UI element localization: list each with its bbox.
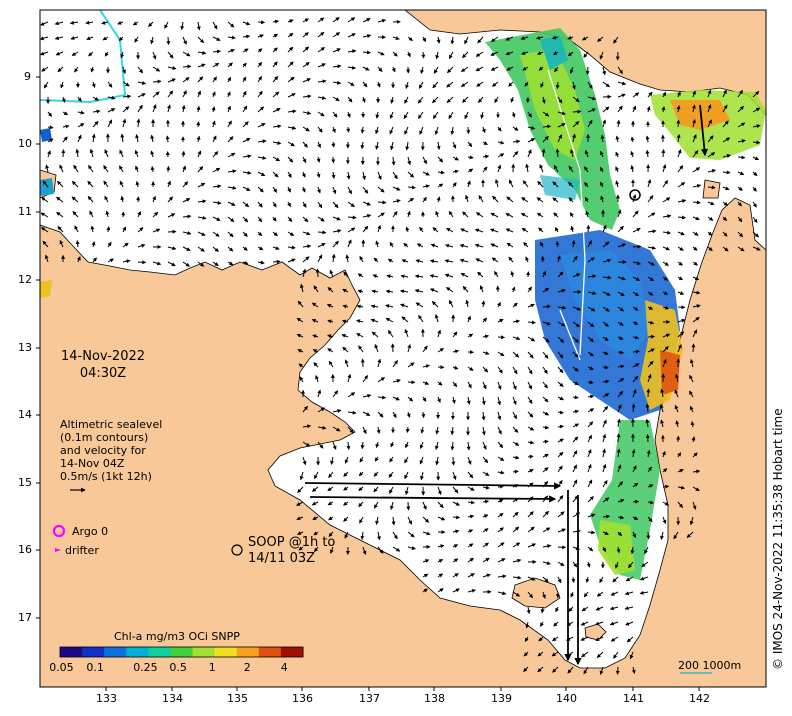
colorbar-title: Chl-a mg/m3 OCi SNPP bbox=[114, 630, 240, 643]
colorbar-segment bbox=[280, 647, 304, 657]
argo-label: Argo 0 bbox=[72, 525, 109, 538]
credit-text: © IMOS 24-Nov-2022 11:35:38 Hobart time bbox=[771, 408, 785, 670]
soop-legend-icon bbox=[231, 544, 243, 556]
x-tick-label: 140 bbox=[556, 692, 577, 705]
y-tick-label: 12 bbox=[18, 273, 32, 286]
colorbar-segment bbox=[82, 647, 105, 657]
legend-line-3: and velocity for bbox=[60, 444, 146, 457]
groote-island bbox=[511, 577, 561, 609]
colorbar-segment bbox=[236, 647, 260, 657]
date-day: 14-Nov-2022 bbox=[60, 349, 146, 364]
strong-current-streaks bbox=[304, 104, 708, 666]
x-tick-label: 139 bbox=[491, 692, 512, 705]
x-tick-label: 135 bbox=[227, 692, 248, 705]
legend-line-5: 0.5m/s (1kt 12h) bbox=[60, 470, 152, 483]
x-tick-label: 142 bbox=[689, 692, 710, 705]
y-tick-label: 10 bbox=[18, 137, 32, 150]
colorbar-tick-label: 4 bbox=[280, 661, 288, 674]
colorbar-segment bbox=[258, 647, 282, 657]
soop-transects bbox=[547, 69, 586, 361]
colorbar-tick-label: 2 bbox=[243, 661, 251, 674]
colorbar-segment bbox=[148, 647, 171, 657]
date-label: 14-Nov-2022 04:30Z bbox=[58, 348, 148, 382]
soop-line-2: 14/11 03Z bbox=[248, 551, 316, 566]
colorbar-tick-label: 1 bbox=[208, 661, 216, 674]
y-tick-label: 9 bbox=[24, 70, 31, 83]
drifter-label: drifter bbox=[65, 544, 99, 557]
colorbar-segment bbox=[60, 647, 83, 657]
argo-legend-icon bbox=[52, 524, 66, 538]
legend-line-1: Altimetric sealevel bbox=[60, 418, 163, 431]
x-tick-label: 133 bbox=[96, 692, 117, 705]
date-time: 04:30Z bbox=[79, 366, 127, 381]
colorbar-tick-label: 0.5 bbox=[169, 661, 187, 674]
map-buoy-marker bbox=[629, 189, 641, 201]
x-tick-label: 138 bbox=[424, 692, 445, 705]
chl-colorbar bbox=[59, 646, 304, 658]
colorbar-tick-label: 0.05 bbox=[49, 661, 74, 674]
soop-label: SOOP @1h to 14/11 03Z bbox=[248, 535, 335, 567]
colorbar-segment bbox=[126, 647, 149, 657]
drifter-legend-icon bbox=[55, 548, 61, 552]
x-tick-label: 141 bbox=[623, 692, 644, 705]
x-tick-label: 134 bbox=[162, 692, 183, 705]
y-tick-label: 14 bbox=[18, 408, 32, 421]
altimetry-legend: Altimetric sealevel (0.1m contours) and … bbox=[60, 418, 162, 483]
y-tick-label: 16 bbox=[18, 543, 32, 556]
colorbar-tick-label: 0.25 bbox=[133, 661, 158, 674]
scale-bar-label: 200 1000m bbox=[678, 659, 742, 672]
colorbar-segment bbox=[214, 647, 238, 657]
colorbar-segment bbox=[192, 647, 216, 657]
x-tick-label: 136 bbox=[292, 692, 313, 705]
y-tick-label: 11 bbox=[18, 205, 32, 218]
x-tick-label: 137 bbox=[359, 692, 380, 705]
chlorophyll-swaths bbox=[40, 28, 766, 580]
small-island-ne bbox=[702, 179, 721, 199]
colorbar-tick-label: 0.1 bbox=[86, 661, 104, 674]
y-tick-label: 15 bbox=[18, 476, 32, 489]
y-tick-label: 13 bbox=[18, 341, 32, 354]
colorbar-segment bbox=[104, 647, 127, 657]
legend-line-2: (0.1m contours) bbox=[60, 431, 149, 444]
soop-line-1: SOOP @1h to bbox=[248, 535, 336, 550]
legend-line-4: 14-Nov 04Z bbox=[60, 457, 125, 470]
y-tick-label: 17 bbox=[18, 611, 32, 624]
colorbar-segment bbox=[170, 647, 194, 657]
soop-track bbox=[40, 10, 127, 104]
